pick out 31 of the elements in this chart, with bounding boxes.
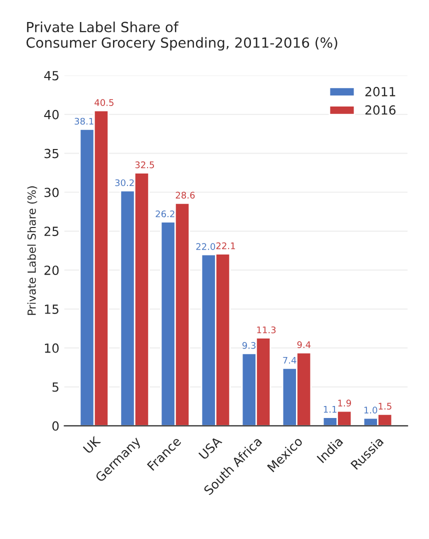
data-label: 30.2 xyxy=(115,179,134,186)
y-axis-title: Private Label Share (%) xyxy=(27,186,38,315)
y-tick-label: 45 xyxy=(44,71,58,80)
data-label: 22.1 xyxy=(216,242,235,250)
y-tick-label: 5 xyxy=(52,382,58,392)
data-label: 1.1 xyxy=(324,406,336,413)
chart-title: Private Label Share of Consumer Grocery Spending, 2011-2016 (%) xyxy=(26,22,338,51)
y-tick-label: 40 xyxy=(44,110,59,120)
data-label: 38.1 xyxy=(74,118,94,125)
y-tick-label: 15 xyxy=(44,304,58,314)
y-tick-label: 10 xyxy=(44,343,59,353)
y-tick-label: 20 xyxy=(44,266,59,276)
legend-label: 2011 xyxy=(365,86,396,96)
data-label: 22.0 xyxy=(196,243,216,250)
data-label: 11.3 xyxy=(257,326,276,334)
data-label: 28.6 xyxy=(176,192,195,199)
y-tick-label: 25 xyxy=(44,226,58,236)
x-tick-label: USA xyxy=(198,436,222,460)
data-label: 9.3 xyxy=(242,342,256,349)
data-label: 1.9 xyxy=(338,400,351,406)
legend-label: 2016 xyxy=(365,105,396,115)
y-tick-label: 30 xyxy=(44,188,59,198)
data-label: 26.2 xyxy=(156,210,174,218)
data-label: 1.5 xyxy=(378,402,392,410)
data-label: 9.4 xyxy=(297,341,311,348)
data-label: 7.4 xyxy=(283,356,296,364)
data-label: 40.5 xyxy=(94,99,114,106)
y-tick-label: 35 xyxy=(44,148,58,158)
data-label: 1.0 xyxy=(364,406,378,414)
y-tick-label: 0 xyxy=(52,421,59,431)
data-label: 32.5 xyxy=(135,161,154,168)
